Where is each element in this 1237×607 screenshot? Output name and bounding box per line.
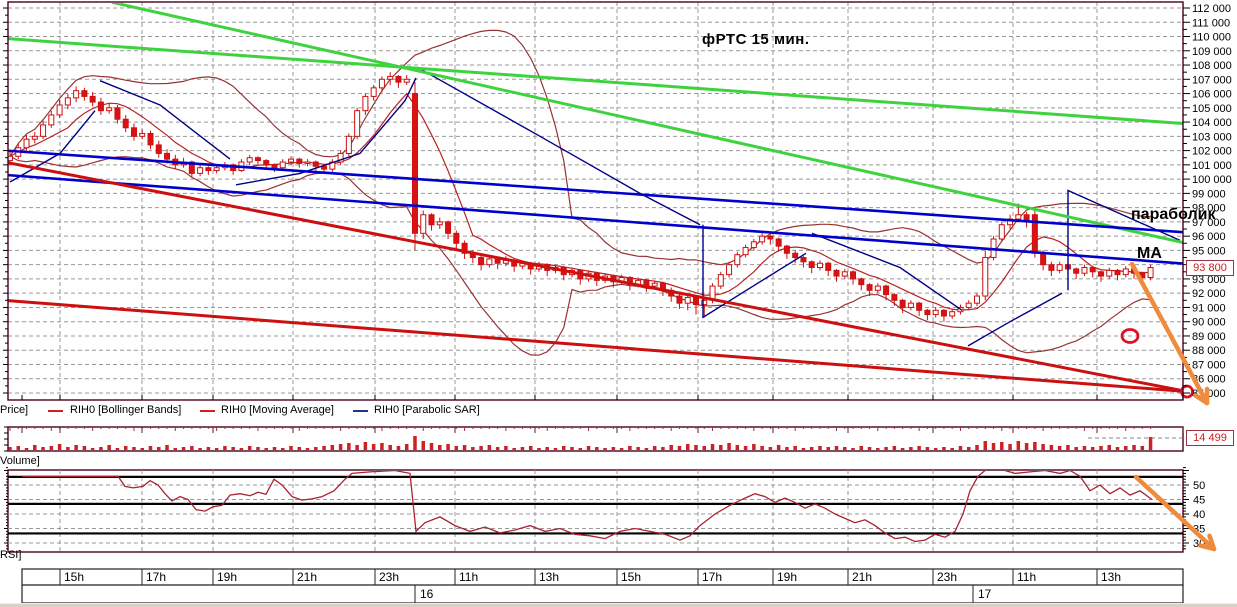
moving-average-dash-icon [200, 410, 215, 412]
svg-text:100 000: 100 000 [1192, 174, 1232, 186]
svg-text:19h: 19h [217, 570, 237, 584]
svg-text:11h: 11h [1017, 570, 1036, 584]
rsi-panel-label: RSI] [0, 549, 22, 561]
svg-text:19h: 19h [777, 570, 797, 584]
current-price-tag: 93 800 [1186, 260, 1234, 276]
svg-text:110 000: 110 000 [1192, 32, 1231, 44]
down-arrow-icon [1133, 474, 1217, 552]
svg-text:23h: 23h [937, 570, 957, 584]
svg-text:40: 40 [1193, 509, 1205, 521]
svg-text:21h: 21h [297, 570, 317, 584]
parabolic-annotation: параболик [1131, 206, 1216, 223]
svg-text:91 000: 91 000 [1192, 302, 1226, 314]
svg-text:95 000: 95 000 [1192, 245, 1226, 257]
svg-text:17h: 17h [146, 570, 166, 584]
svg-text:45: 45 [1193, 495, 1205, 507]
svg-text:107 000: 107 000 [1192, 74, 1232, 86]
time-axis: 15h 17h 19h 21h 23h 11h 13h 15h 17h 19h 21h 23h 11h 1… [21, 568, 1184, 604]
svg-text:92 000: 92 000 [1192, 288, 1226, 300]
window-bottom-strip [0, 603, 1237, 607]
svg-text:106 000: 106 000 [1192, 89, 1232, 101]
parabolic-sar-dash-icon [353, 410, 368, 412]
svg-text:88 000: 88 000 [1192, 345, 1226, 357]
svg-text:21h: 21h [852, 570, 872, 584]
svg-text:102 000: 102 000 [1192, 146, 1232, 158]
svg-text:13h: 13h [1101, 570, 1121, 584]
svg-text:108 000: 108 000 [1192, 60, 1232, 72]
svg-text:112 000: 112 000 [1192, 3, 1231, 15]
candles [8, 72, 1154, 322]
down-arrow-icon [1129, 261, 1210, 406]
blue-upper [8, 149, 1183, 234]
price-grid [8, 2, 1183, 400]
trendlines [8, 3, 1183, 393]
svg-text:86 000: 86 000 [1192, 374, 1226, 386]
svg-text:96 000: 96 000 [1192, 231, 1226, 243]
chart-title: фРТС 15 мин. [702, 31, 810, 48]
svg-text:99 000: 99 000 [1192, 188, 1226, 200]
svg-text:16: 16 [420, 587, 434, 601]
svg-text:109 000: 109 000 [1192, 46, 1232, 58]
target-circle-mid [1120, 328, 1140, 344]
svg-text:93 000: 93 000 [1192, 274, 1226, 286]
svg-text:89 000: 89 000 [1192, 331, 1226, 343]
green-upper [8, 37, 1183, 125]
svg-text:103 000: 103 000 [1192, 131, 1232, 143]
legend-price-label: Price] [0, 404, 29, 416]
svg-text:50: 50 [1193, 480, 1205, 492]
svg-text:97 000: 97 000 [1192, 217, 1226, 229]
svg-text:23h: 23h [379, 570, 399, 584]
rsi-panel: 5045403530 [4, 467, 1205, 553]
svg-text:104 000: 104 000 [1192, 117, 1232, 129]
svg-text:17: 17 [978, 587, 992, 601]
volume-panel-label: Volume] [0, 455, 40, 467]
legend-item-parabolic-sar: RIH0 [Parabolic SAR] [374, 404, 480, 416]
price-axis: 112 000 111 000 110 000 109 000 108 000 107 0… [3, 1, 1232, 401]
rsi-line [22, 471, 1153, 543]
red-lower [8, 299, 1183, 393]
svg-text:111 000: 111 000 [1192, 17, 1230, 29]
svg-text:17h: 17h [702, 570, 722, 584]
svg-text:87 000: 87 000 [1192, 359, 1226, 371]
svg-text:15h: 15h [621, 570, 641, 584]
svg-text:90 000: 90 000 [1192, 317, 1226, 329]
svg-text:101 000: 101 000 [1192, 160, 1232, 172]
green-lower [111, 3, 1183, 245]
svg-text:15h: 15h [64, 570, 84, 584]
markers [1120, 328, 1194, 399]
legend-item-moving-average: RIH0 [Moving Average] [221, 404, 334, 416]
current-volume-tag: 14 499 [1186, 430, 1234, 446]
legend-item-bollinger: RIH0 [Bollinger Bands] [70, 404, 182, 416]
bollinger-dash-icon [48, 410, 63, 412]
svg-text:98 000: 98 000 [1192, 203, 1226, 215]
forecast-arrows [1129, 261, 1217, 552]
svg-text:13h: 13h [539, 570, 559, 584]
svg-text:105 000: 105 000 [1192, 103, 1232, 115]
blue-lower [8, 173, 1183, 265]
volume-panel [4, 426, 1186, 452]
svg-text:11h: 11h [459, 570, 478, 584]
ma-annotation: MA [1137, 245, 1162, 262]
red-upper [8, 161, 1183, 393]
